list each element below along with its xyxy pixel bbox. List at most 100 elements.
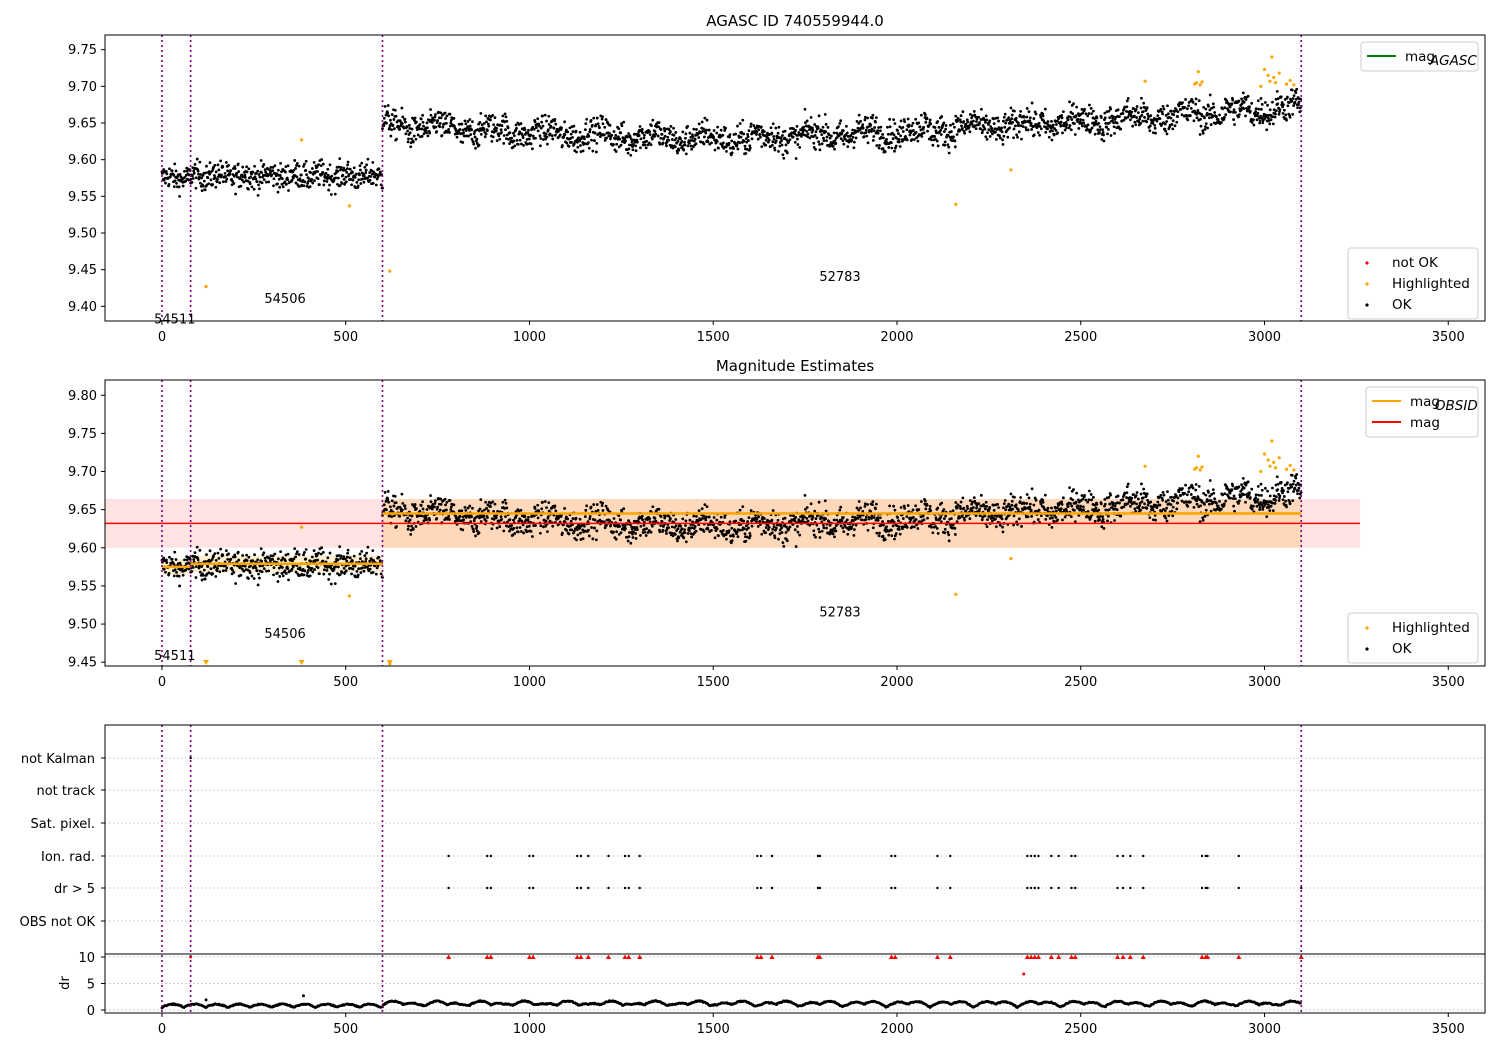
ok-point — [946, 143, 950, 147]
ok-point — [953, 533, 957, 536]
ok-point — [730, 151, 734, 155]
ok-point — [247, 555, 251, 559]
ok-point — [755, 133, 758, 136]
ok-point — [1106, 519, 1109, 523]
ok-point — [796, 524, 799, 528]
ok-point — [1074, 500, 1078, 504]
ok-point — [650, 137, 654, 141]
highlighted-point — [204, 284, 208, 289]
ok-point — [626, 135, 630, 139]
ok-point — [939, 133, 943, 136]
ok-point — [1093, 519, 1097, 523]
ok-point — [203, 577, 207, 581]
ok-point — [422, 132, 426, 136]
ok-point — [592, 503, 596, 506]
ok-point — [1017, 508, 1020, 512]
ok-point — [619, 143, 623, 147]
ok-point — [826, 125, 830, 129]
ok-point — [1151, 121, 1155, 125]
ok-point — [591, 149, 595, 153]
ok-point — [1030, 487, 1034, 491]
ok-point — [854, 523, 858, 527]
ok-point — [841, 139, 845, 143]
ok-point — [344, 569, 348, 573]
ok-point — [351, 559, 354, 563]
ok-point — [1233, 110, 1237, 114]
ok-point — [204, 560, 208, 563]
ok-point — [505, 506, 509, 510]
ok-point — [817, 527, 821, 531]
ok-point — [1000, 126, 1004, 130]
ok-point — [213, 163, 217, 167]
ok-point — [890, 534, 894, 538]
ok-point — [659, 524, 663, 527]
ok-point — [821, 125, 825, 129]
ok-point — [590, 526, 593, 529]
ok-point — [893, 508, 897, 512]
ok-point — [1103, 111, 1107, 115]
ok-point — [1087, 498, 1091, 502]
ok-point — [1153, 126, 1157, 130]
ok-point — [1022, 115, 1026, 119]
ok-point — [812, 529, 816, 533]
ok-point — [1059, 120, 1063, 124]
ok-point — [1029, 121, 1033, 125]
highlighted-point — [1292, 83, 1296, 87]
ok-point — [173, 179, 177, 183]
ok-point — [438, 508, 442, 512]
ok-point — [590, 138, 593, 142]
ok-point — [983, 120, 987, 124]
ok-point — [820, 133, 824, 137]
ok-point — [362, 174, 366, 178]
ok-point — [600, 504, 604, 507]
ok-point — [727, 529, 731, 533]
ok-point — [959, 114, 963, 118]
ok-point — [1024, 120, 1027, 124]
ok-point — [1050, 506, 1053, 510]
ok-point — [226, 558, 230, 561]
ok-point — [333, 192, 337, 196]
ok-point — [665, 144, 668, 148]
ok-point — [327, 188, 331, 192]
ok-point — [339, 168, 342, 172]
ok-point — [1267, 116, 1270, 120]
ok-point — [1297, 103, 1300, 106]
highlighted-point — [1143, 79, 1147, 83]
ok-point — [194, 176, 198, 180]
ok-point — [1186, 118, 1190, 122]
ok-point — [814, 517, 818, 521]
ok-point — [713, 148, 717, 152]
ok-point — [1067, 126, 1071, 130]
ok-point — [664, 127, 667, 131]
ok-point — [542, 138, 545, 141]
ok-point — [271, 554, 275, 558]
ok-point — [470, 515, 473, 519]
ok-point — [1071, 112, 1075, 116]
ok-point — [278, 575, 282, 578]
ok-point — [1012, 127, 1016, 131]
ok-point — [193, 551, 197, 555]
ok-point — [1029, 508, 1033, 512]
ok-point — [615, 530, 619, 534]
ok-point — [688, 529, 691, 533]
ok-point — [1145, 506, 1149, 510]
ok-point — [771, 140, 775, 144]
ok-point — [560, 126, 563, 130]
ok-point — [306, 571, 309, 575]
ok-point — [1288, 115, 1292, 119]
ok-point — [1204, 107, 1208, 111]
ok-point — [667, 138, 671, 142]
ok-point — [360, 549, 364, 553]
ok-point — [1149, 114, 1153, 118]
ok-point — [1108, 116, 1112, 120]
ok-point — [225, 566, 229, 570]
ok-point — [594, 150, 598, 154]
ok-point — [546, 515, 550, 519]
ok-point — [438, 121, 442, 125]
ok-point — [460, 509, 464, 513]
ok-point — [707, 128, 711, 132]
ok-point — [318, 572, 321, 576]
ok-point — [782, 544, 786, 548]
ok-point — [813, 123, 817, 126]
ok-point — [351, 170, 354, 174]
